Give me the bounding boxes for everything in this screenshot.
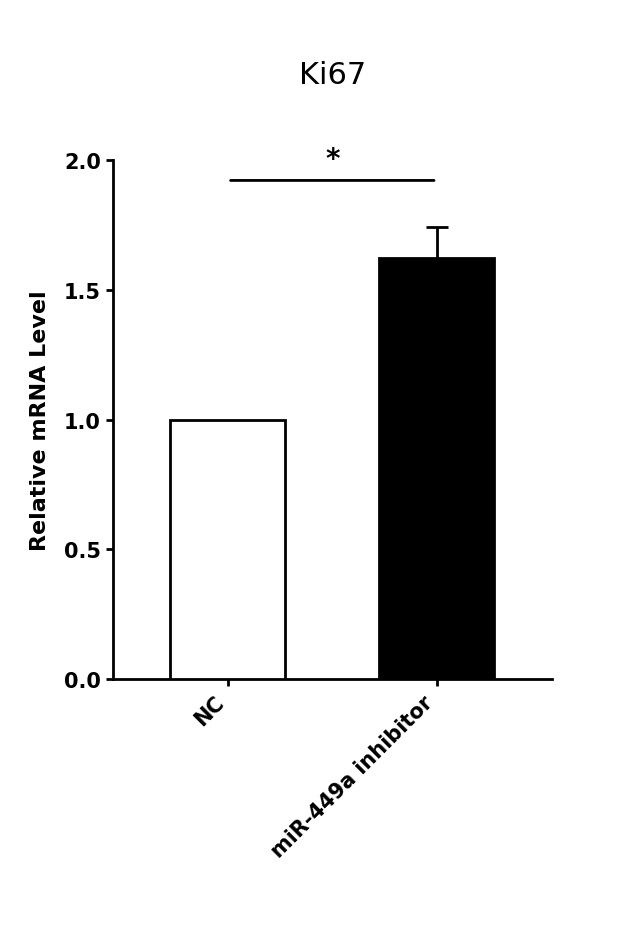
Text: *: * bbox=[325, 145, 340, 174]
Bar bbox=[171, 420, 285, 680]
Y-axis label: Relative mRNA Level: Relative mRNA Level bbox=[30, 290, 50, 550]
Title: Ki67: Ki67 bbox=[298, 61, 366, 91]
Bar bbox=[379, 259, 494, 680]
